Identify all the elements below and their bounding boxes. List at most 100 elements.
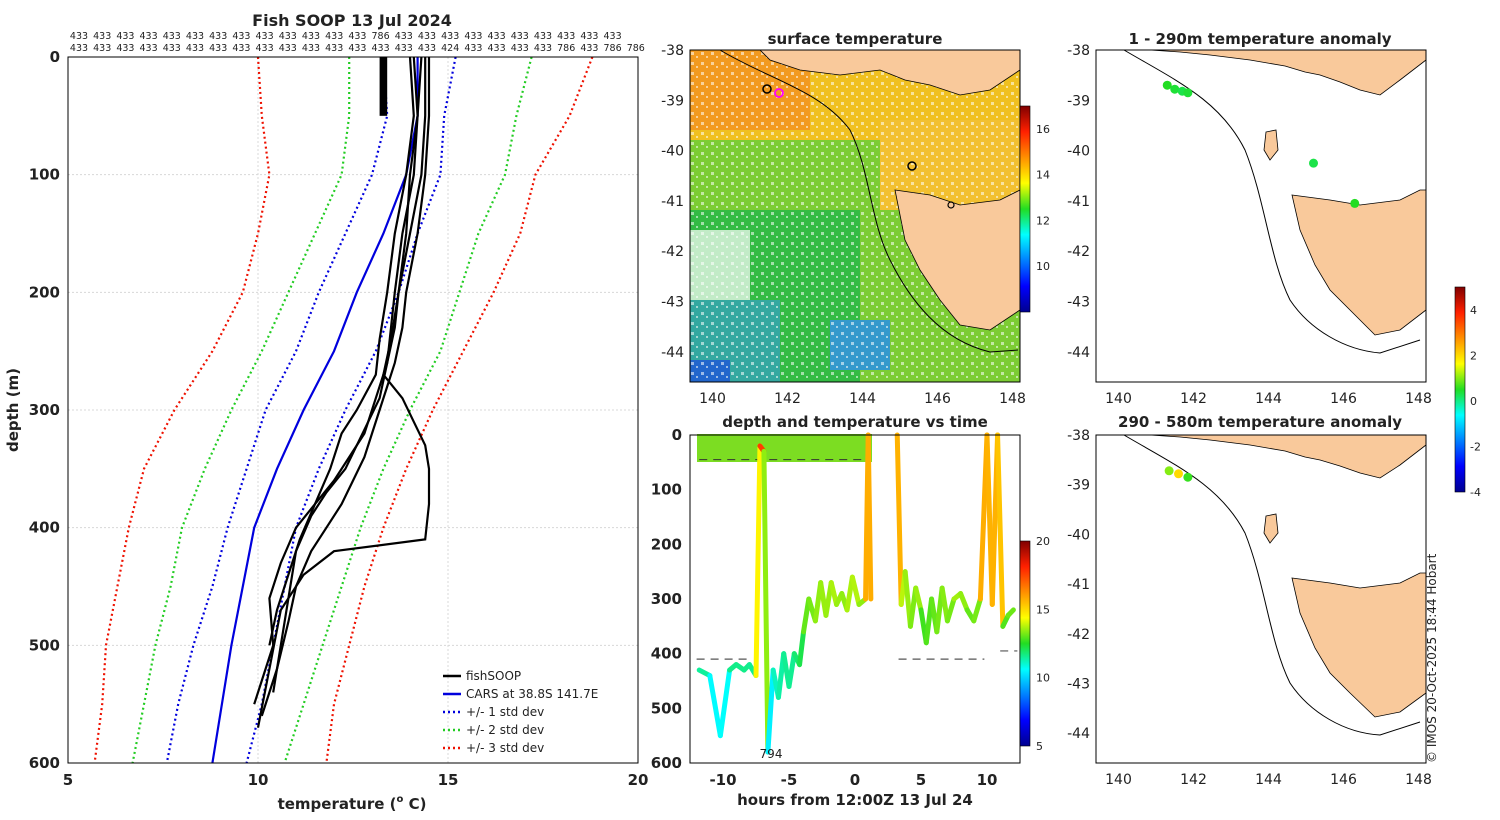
anomaly-shallow-point (1183, 88, 1193, 98)
sst-colorbar-tick: 12 (1036, 214, 1050, 227)
profile-header-count: 433 (325, 43, 343, 54)
depth-time-track-segment (944, 596, 957, 624)
profile-series-line (283, 56, 533, 764)
anomaly-colorbar-labels: -4 -2 0 2 4 (1470, 304, 1481, 499)
anomaly-shallow-ytick-label: -38 (1067, 43, 1090, 59)
anomaly-deep-xtick-label: 142 (1180, 772, 1207, 788)
profile-header-count: 433 (418, 43, 436, 54)
profile-header-count: 433 (534, 31, 552, 42)
sst-tick-labels: 140 142 144 146 148 -38 -39 -40 -41 -42 -43 -44 (661, 43, 1026, 407)
depth-time-reference-lines (696, 459, 1018, 660)
sst-station-marker (947, 201, 955, 209)
anomaly-deep-ytick-label: -38 (1067, 428, 1090, 444)
anomaly-deep-ytick-label: -40 (1067, 527, 1090, 543)
legend-label: +/- 2 std dev (466, 723, 544, 737)
sst-shelf-contour (719, 49, 1019, 353)
profile-header-count: 424 (441, 43, 459, 54)
depth-time-colorbar (1019, 540, 1031, 747)
profile-header-count: 433 (395, 43, 413, 54)
profile-header-count: 433 (580, 43, 598, 54)
profile-header-count: 433 (534, 43, 552, 54)
sst-ytick-label: -38 (661, 43, 684, 59)
anomaly-shallow-mainland (1149, 49, 1427, 96)
anomaly-deep-shelf-contour (1123, 434, 1421, 736)
profile-header-count: 786 (372, 31, 390, 42)
profile-header-count: 433 (163, 43, 181, 54)
profile-ytick-label: 100 (29, 166, 60, 184)
sst-ytick-label: -43 (661, 295, 684, 311)
profile-header-count: 433 (186, 31, 204, 42)
profile-xtick-label: 5 (63, 771, 73, 789)
anomaly-shallow-axes-frame (1095, 49, 1427, 383)
anomaly-shallow-tasmania (1291, 189, 1427, 336)
depth-time-colorbar-tick: 15 (1036, 603, 1050, 616)
anomaly-shallow-xtick-label: 142 (1180, 391, 1207, 407)
anomaly-deep-points (1164, 466, 1193, 482)
profile-header-count: 433 (302, 31, 320, 42)
profile-header-count: 433 (372, 43, 390, 54)
profile-header-count: 433 (163, 31, 181, 42)
sst-ytick-label: -39 (661, 93, 684, 109)
depth-time-track-segment (786, 651, 797, 689)
depth-time-ytick-label: 200 (651, 535, 682, 553)
anomaly-deep-ytick-label: -43 (1067, 676, 1090, 692)
depth-time-track-segment (913, 585, 924, 613)
depth-time-colorbar-tick: 5 (1036, 740, 1043, 753)
anomaly-shallow-point (1162, 80, 1172, 90)
depth-time-xlabel: hours from 12:00Z 13 Jul 24 (737, 791, 973, 809)
credit-text: © IMOS 20-Oct-2025 18:44 Hobart (1425, 553, 1439, 763)
profile-xlabel: temperature (o C) (278, 794, 427, 813)
sst-xtick-label: 140 (699, 391, 726, 407)
profile-xtick-label: 20 (628, 771, 649, 789)
anomaly-shallow-points (1162, 80, 1360, 208)
anomaly-shallow-island (1263, 129, 1279, 161)
profile-series-line (325, 56, 594, 764)
surface-band (697, 434, 872, 462)
sst-ytick-label: -41 (661, 194, 684, 210)
profile-header-counts: 433 433 433 433 433 433 433 433 433 433 433 433 433 7… (70, 31, 645, 54)
profile-xtick-label: 10 (248, 771, 269, 789)
sst-xtick-label: 142 (774, 391, 801, 407)
sst-ytick-label: -42 (661, 244, 684, 260)
sst-xtick-label: 144 (849, 391, 876, 407)
anomaly-shallow-panel: 1 - 290m temperature anomaly 140 142 144 14… (1067, 30, 1432, 407)
depth-time-xtick-label: 5 (916, 771, 926, 789)
profile-header-count: 433 (511, 31, 529, 42)
sst-title: surface temperature (768, 30, 943, 48)
profile-header-count: 433 (395, 31, 413, 42)
anomaly-colorbar-tick: -2 (1470, 440, 1481, 453)
profile-header-count: 433 (348, 31, 366, 42)
profile-ytick-label: 0 (50, 48, 60, 66)
profile-header-count: 433 (302, 43, 320, 54)
profile-header-count: 433 (464, 43, 482, 54)
depth-time-colorbar-tick: 10 (1036, 672, 1050, 685)
depth-time-colorbar-labels: 5 10 15 20 (1036, 535, 1050, 753)
fishsoop-trace (268, 56, 415, 646)
anomaly-deep-point (1183, 472, 1193, 482)
profile-ytick-label: 400 (29, 519, 60, 537)
sst-tasmania (894, 189, 1021, 331)
profile-ytick-label: 300 (29, 401, 60, 419)
anomaly-shallow-xtick-label: 140 (1105, 391, 1132, 407)
depth-time-track-segment (707, 673, 723, 739)
anomaly-deep-ytick-label: -42 (1067, 627, 1090, 643)
depth-time-xtick-label: -5 (781, 771, 798, 789)
profile-lines (93, 56, 594, 764)
depth-time-ytick-label: 100 (651, 481, 682, 499)
profile-header-count: 433 (488, 43, 506, 54)
anomaly-deep-panel: 290 - 580m temperature anomaly 140 142 144… (1067, 286, 1481, 788)
profile-header-count: 433 (209, 43, 227, 54)
depth-time-track-segment (865, 432, 874, 602)
profile-header-count: 786 (627, 43, 645, 54)
sst-xtick-label: 146 (924, 391, 951, 407)
anomaly-deep-xtick-label: 146 (1330, 772, 1357, 788)
depth-time-track-segment (753, 443, 763, 679)
profile-header-count: 433 (186, 43, 204, 54)
legend-label: fishSOOP (466, 669, 521, 683)
depth-time-track-segment (849, 574, 862, 607)
depth-time-track-segment (971, 596, 983, 624)
sst-colorbar-tick: 16 (1036, 123, 1050, 136)
fishsoop-surface-cluster (379, 57, 388, 116)
anomaly-shallow-xtick-label: 144 (1255, 391, 1282, 407)
